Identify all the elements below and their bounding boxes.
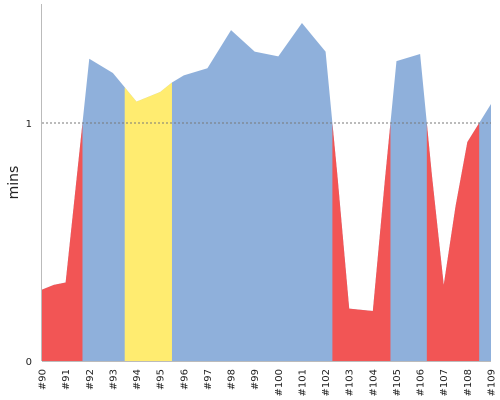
axis-layer: 0 1 #90 #91 #92 #93 #94 #95 #96 #97 #98 #99 #100 #101…	[26, 4, 498, 396]
x-tick-label: #90	[38, 369, 49, 390]
x-tick-label: #94	[132, 369, 143, 390]
x-tick-label: #109	[487, 369, 498, 396]
x-tick-label: #97	[203, 369, 214, 390]
x-tick-label: #100	[274, 369, 285, 396]
below-threshold-area	[332, 123, 391, 361]
highlight-layer	[124, 82, 172, 361]
y-tick-label: 1	[26, 119, 32, 130]
x-tick-label: #98	[227, 369, 238, 390]
x-tick-label: #104	[368, 369, 379, 396]
x-tick-label: #106	[416, 369, 427, 396]
below-threshold-area	[426, 123, 480, 361]
label-layer: mins	[6, 166, 22, 200]
y-tick-label: 0	[26, 357, 32, 368]
y-axis-label: mins	[6, 166, 22, 200]
highlighted-area	[124, 82, 172, 361]
x-tick-label: #99	[250, 369, 261, 390]
x-tick-label: #95	[156, 369, 167, 390]
area-series	[42, 23, 491, 361]
x-tick-label: #107	[439, 369, 450, 396]
x-tick-label: #92	[85, 369, 96, 390]
series-layer	[42, 23, 491, 361]
x-tick-label: #91	[61, 369, 72, 390]
x-tick-label: #96	[179, 369, 190, 390]
x-tick-label: #93	[108, 369, 119, 390]
x-tick-label: #108	[463, 369, 474, 396]
x-tick-label: #101	[297, 369, 308, 396]
x-tick-label: #102	[321, 369, 332, 396]
x-tick-label: #103	[345, 369, 356, 396]
x-tick-label: #105	[392, 369, 403, 396]
below-threshold-area	[42, 123, 83, 361]
